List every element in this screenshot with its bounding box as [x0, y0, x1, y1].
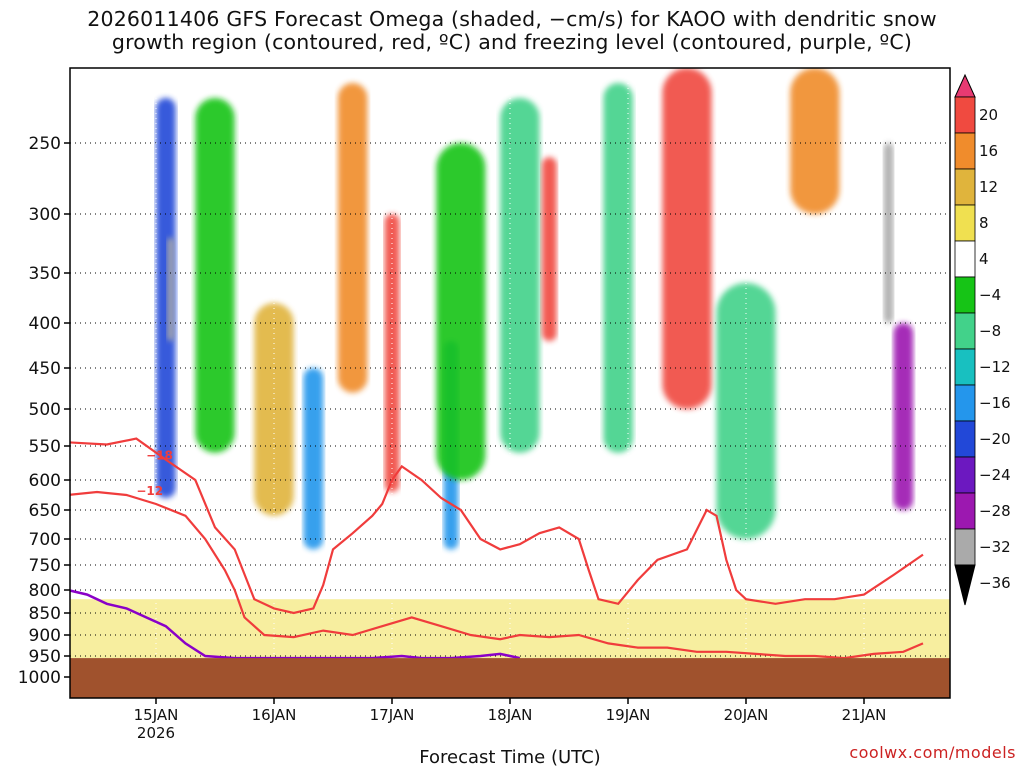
colorbar-label-13: −36: [979, 574, 1011, 592]
dgz-contour-0: [70, 437, 924, 615]
omega-feature-10: [541, 157, 557, 341]
colorbar-label-11: −28: [979, 502, 1011, 520]
colorbar-box-8: [954, 348, 976, 386]
colorbar-label-6: −8: [979, 322, 1001, 340]
colorbar-label-0: 20: [979, 106, 998, 124]
colorbar-label-1: 16: [979, 142, 998, 160]
colorbar-label-10: −24: [979, 466, 1011, 484]
omega-feature-2: [195, 98, 235, 453]
y-tick-label-750: 750: [29, 556, 61, 576]
y-tick-label-700: 700: [29, 530, 61, 550]
colorbar-label-8: −16: [979, 394, 1011, 412]
y-tick-label-600: 600: [29, 471, 61, 491]
y-tick-label-900: 900: [29, 626, 61, 646]
colorbar-label-7: −12: [979, 358, 1011, 376]
colorbar-bottom-arrow: [954, 564, 976, 606]
site-credit: coolwx.com/models: [849, 743, 1016, 762]
y-axis: 2503003504004505005506006507007508008509…: [18, 134, 70, 688]
colorbar-label-12: −32: [979, 538, 1011, 556]
omega-feature-1: [167, 237, 175, 341]
omega-feature-14: [790, 68, 840, 214]
ground-surface: [70, 658, 950, 698]
colorbar-top-arrow: [954, 73, 976, 98]
colorbar-box-9: [954, 384, 976, 422]
omega-feature-15: [883, 143, 894, 323]
omega-feature-3: [254, 303, 294, 516]
colorbar-box-3: [954, 168, 976, 206]
omega-feature-13: [716, 283, 776, 539]
x-tick-sublabel: 2026: [137, 724, 175, 742]
omega-feature-4: [303, 368, 324, 550]
x-tick-label-16JAN: 16JAN: [252, 706, 297, 724]
colorbar-label-3: 8: [979, 214, 989, 232]
colorbar-box-6: [954, 276, 976, 314]
colorbar-box-11: [954, 456, 976, 494]
colorbar-box-13: [954, 528, 976, 566]
plot-area: −18 −12: [70, 68, 950, 698]
x-tick-label-20JAN: 20JAN: [724, 706, 769, 724]
y-tick-label-950: 950: [29, 647, 61, 667]
x-tick-label-21JAN: 21JAN: [842, 706, 887, 724]
y-tick-label-450: 450: [29, 359, 61, 379]
omega-feature-16: [893, 323, 914, 510]
x-tick-label-15JAN: 15JAN: [134, 706, 179, 724]
omega-feature-12: [662, 68, 712, 409]
omega-feature-11: [603, 83, 633, 453]
colorbar-box-5: [954, 240, 976, 278]
colorbar-box-1: [954, 96, 976, 134]
colorbar-box-2: [954, 132, 976, 170]
colorbar-label-4: 4: [979, 250, 989, 268]
colorbar-label-2: 12: [979, 178, 998, 196]
colorbar-box-12: [954, 492, 976, 530]
x-tick-label-19JAN: 19JAN: [606, 706, 651, 724]
chart-title-line2: growth region (contoured, red, ºC) and f…: [111, 30, 913, 54]
y-tick-label-300: 300: [29, 205, 61, 225]
chart-title-line1: 2026011406 GFS Forecast Omega (shaded, −…: [87, 7, 937, 31]
dgz-contour-label-1: −12: [136, 484, 163, 498]
x-tick-label-18JAN: 18JAN: [488, 706, 533, 724]
omega-feature-8: [436, 143, 486, 480]
x-tick-label-17JAN: 17JAN: [370, 706, 415, 724]
y-tick-label-400: 400: [29, 314, 61, 334]
y-tick-label-1000: 1000: [18, 668, 61, 688]
omega-feature-0: [156, 98, 176, 498]
omega-feature-9: [500, 98, 540, 453]
y-tick-label-800: 800: [29, 581, 61, 601]
colorbar-label-9: −20: [979, 430, 1011, 448]
y-tick-label-850: 850: [29, 604, 61, 624]
y-tick-label-250: 250: [29, 134, 61, 154]
y-tick-label-500: 500: [29, 400, 61, 420]
dgz-contour-1: [70, 490, 924, 660]
dgz-contour-label-0: −18: [146, 449, 173, 463]
dgz-contours: −18 −12: [70, 437, 924, 660]
colorbar-box-10: [954, 420, 976, 458]
x-axis-title: Forecast Time (UTC): [419, 747, 600, 768]
y-tick-label-650: 650: [29, 501, 61, 521]
colorbar-box-7: [954, 312, 976, 350]
colorbar-box-4: [954, 204, 976, 242]
omega-feature-5: [337, 83, 368, 393]
y-tick-label-550: 550: [29, 437, 61, 457]
y-tick-label-350: 350: [29, 264, 61, 284]
colorbar: 20 16 12 8 4 −4 −8 −12 −16 −20 −24 −28 −32 −36: [954, 73, 1011, 606]
colorbar-label-5: −4: [979, 286, 1001, 304]
